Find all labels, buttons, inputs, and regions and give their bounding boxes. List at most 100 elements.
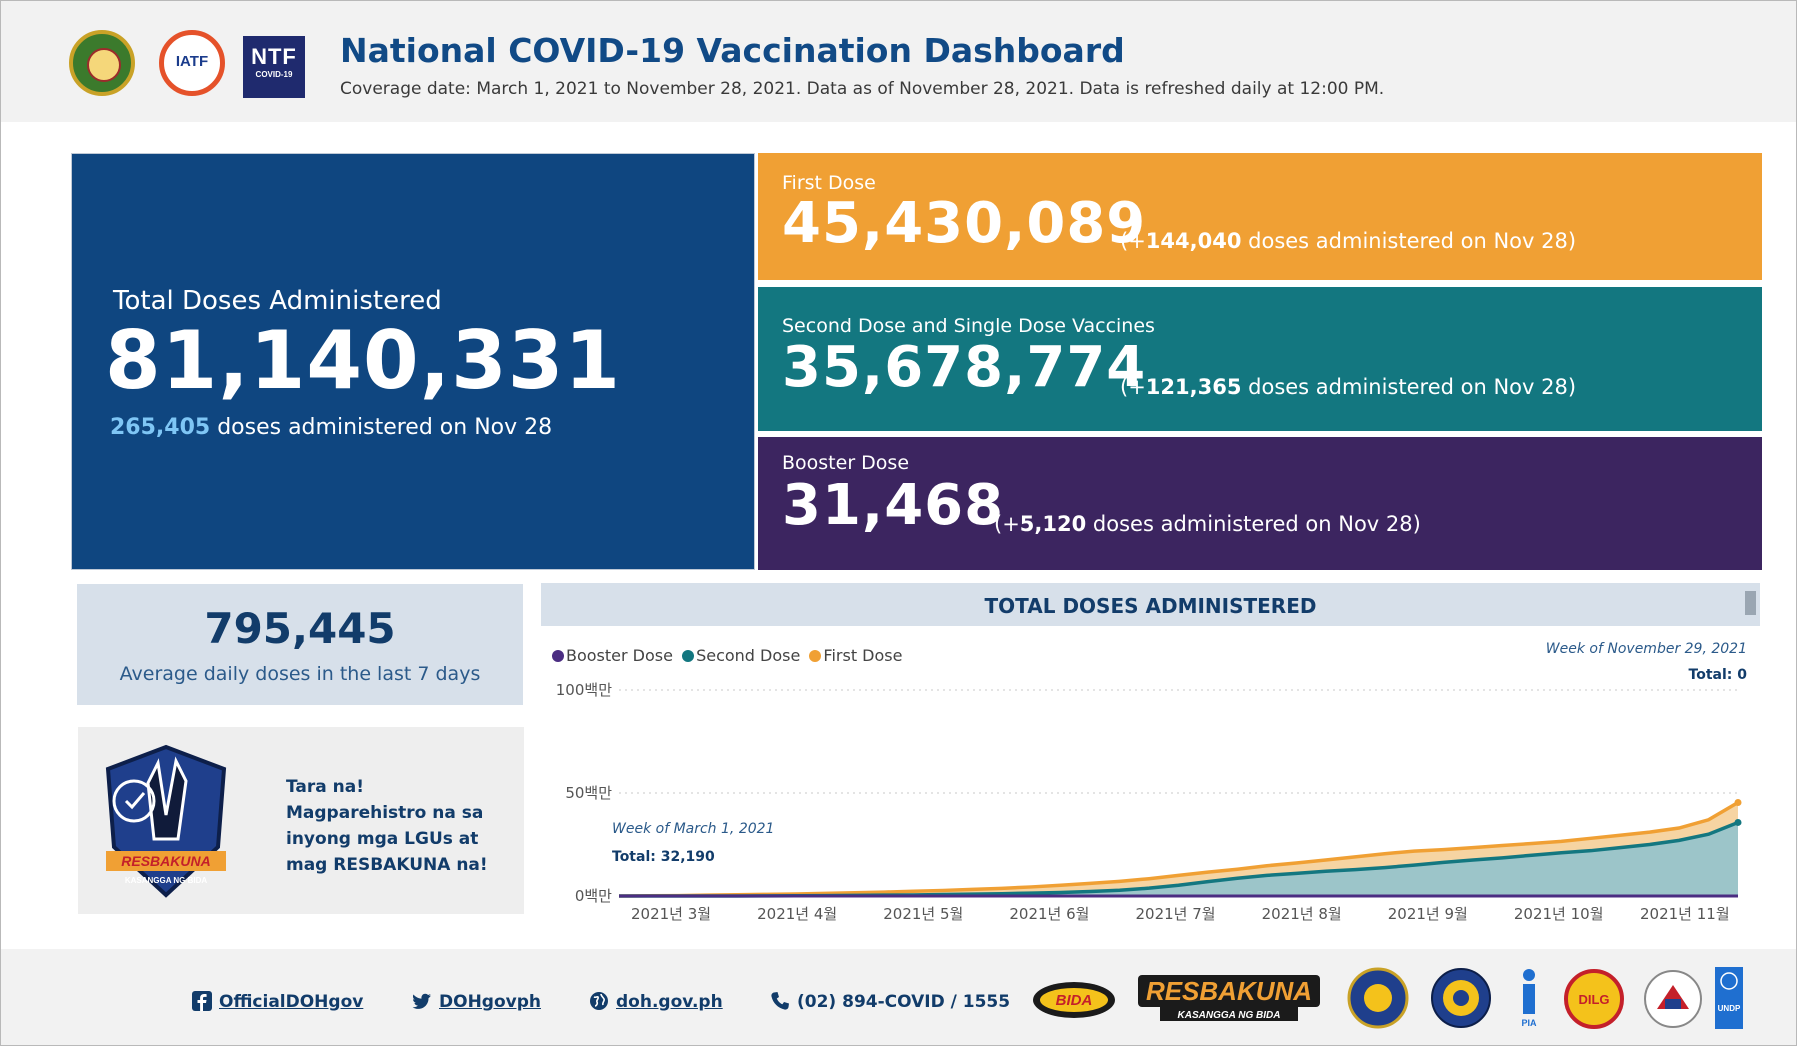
ntf-logo-text: NTF (251, 44, 297, 69)
header: IATF NTF COVID-19 National COVID-19 Vacc… (1, 1, 1796, 122)
booster-dose-daily: (+5,120 doses administered on Nov 28) (994, 512, 1421, 536)
second-dose-daily-number: 121,365 (1145, 375, 1242, 399)
chart-title: TOTAL DOSES ADMINISTERED (984, 594, 1317, 618)
x-tick-label: 2021년 5월 (883, 905, 963, 923)
second-dose-open: (+ (1120, 375, 1146, 399)
tooltip-week-first: Week of March 1, 2021 (612, 821, 775, 837)
tooltip-total-latest: Total: 0 (1688, 667, 1747, 683)
x-tick-label: 2021년 6월 (1009, 905, 1089, 923)
globe-icon (590, 992, 608, 1010)
second-dose-daily: (+121,365 doses administered on Nov 28) (1120, 375, 1576, 399)
ntf-covid-logo: NTF COVID-19 (243, 36, 305, 98)
first-dose-value: 45,430,089 (782, 191, 1147, 256)
tooltip-total-first: Total: 32,190 (612, 849, 715, 865)
resbakuna-logo: RESBAKUNA KASANGGA NG BIDA (1138, 975, 1320, 1021)
government-seal-logo (1431, 968, 1491, 1028)
presidential-seal-logo (1347, 967, 1409, 1029)
average-daily-card: 795,445 Average daily doses in the last … (77, 584, 523, 705)
booster-dose-daily-suffix: doses administered on Nov 28) (1092, 512, 1421, 536)
bida-logo-text: BIDA (1056, 992, 1093, 1009)
twitter-handle: DOHgovph (439, 992, 541, 1012)
resbakuna-promo: RESBAKUNA KASANGGA NG BIDA Tara na! Magp… (78, 727, 524, 914)
bida-solusyon-logo: BIDA (1033, 982, 1115, 1018)
page-title: National COVID-19 Vaccination Dashboard (340, 31, 1125, 70)
first-dose-card: First Dose 45,430,089 (+144,040 doses ad… (758, 153, 1762, 280)
second-dose-value: 35,678,774 (782, 335, 1147, 400)
second-dose-daily-suffix: doses administered on Nov 28) (1248, 375, 1577, 399)
resbakuna-badge-logo: RESBAKUNA KASANGGA NG BIDA (105, 744, 227, 898)
facebook-handle: OfficialDOHgov (219, 992, 364, 1012)
y-tick-label: 0백만 (575, 887, 612, 905)
point-second-dose-latest (1734, 818, 1742, 826)
badge-sub-text: KASANGGA NG BIDA (125, 876, 208, 885)
iatf-logo-text: IATF (175, 53, 209, 70)
pia-logo: PIA (1521, 969, 1537, 1028)
footer: OfficialDOHgov DOHgovph doh.gov.ph (02) … (1, 949, 1796, 1045)
x-tick-label: 2021년 8월 (1262, 905, 1342, 923)
average-daily-label: Average daily doses in the last 7 days (119, 663, 481, 685)
website-link[interactable]: doh.gov.ph (589, 991, 723, 1012)
phone-contact[interactable]: (02) 894-COVID / 1555 (770, 991, 1010, 1012)
total-doses-label: Total Doses Administered (113, 286, 442, 316)
x-tick-label: 2021년 10월 (1514, 905, 1604, 923)
ntf-logo-subtext: COVID-19 (255, 70, 293, 79)
dilg-logo-text: DILG (1578, 992, 1609, 1007)
x-tick-label: 2021년 3월 (631, 905, 711, 923)
area-second-dose (619, 822, 1738, 896)
total-daily-suffix: doses administered on Nov 28 (217, 415, 553, 440)
twitter-link[interactable]: DOHgovph (412, 991, 541, 1012)
y-tick-label: 50백만 (565, 784, 612, 802)
legend-item-first[interactable]: First Dose (809, 646, 902, 665)
first-dose-daily-suffix: doses administered on Nov 28) (1248, 229, 1577, 253)
total-doses-daily: 265,405 doses administered on Nov 28 (110, 415, 552, 440)
total-doses-value: 81,140,331 (105, 314, 622, 407)
tooltip-week-latest: Week of November 29, 2021 (1545, 641, 1747, 657)
x-tick-label: 2021년 7월 (1136, 905, 1216, 923)
average-daily-value: 795,445 (204, 604, 396, 653)
total-daily-number: 265,405 (110, 415, 211, 440)
x-tick-label: 2021년 9월 (1388, 905, 1468, 923)
booster-dose-value: 31,468 (782, 473, 1005, 538)
first-dose-daily-number: 144,040 (1145, 229, 1242, 253)
facebook-icon (192, 991, 212, 1011)
booster-dose-daily-number: 5,120 (1019, 512, 1087, 536)
resbakuna-logo-subtext: KASANGGA NG BIDA (1178, 1010, 1281, 1021)
x-tick-label: 2021년 11월 (1640, 905, 1730, 923)
pia-logo-text: PIA (1521, 1018, 1537, 1028)
first-dose-label: First Dose (782, 172, 876, 194)
facebook-link[interactable]: OfficialDOHgov (192, 991, 363, 1012)
second-dose-label: Second Dose and Single Dose Vaccines (782, 315, 1155, 337)
legend-dot-second (682, 650, 695, 662)
y-tick-label: 100백만 (556, 681, 612, 699)
first-dose-open: (+ (1120, 229, 1146, 253)
legend-label-booster: Booster Dose (566, 646, 673, 665)
legend-item-booster[interactable]: Booster Dose (552, 646, 673, 665)
phone-icon (771, 992, 789, 1010)
booster-dose-card: Booster Dose 31,468 (+5,120 doses admini… (758, 437, 1762, 570)
legend-dot-first (809, 650, 822, 662)
iatf-logo: IATF (159, 30, 225, 96)
website-url: doh.gov.ph (616, 992, 723, 1012)
legend-label-first: First Dose (823, 646, 903, 665)
x-tick-label: 2021년 4월 (757, 905, 837, 923)
doh-seal-logo (69, 30, 135, 96)
total-doses-card: Total Doses Administered 81,140,331 265,… (71, 153, 755, 570)
coverage-subtitle: Coverage date: March 1, 2021 to November… (340, 79, 1385, 99)
badge-title-text: RESBAKUNA (121, 853, 210, 869)
undp-logo: UNDP (1715, 967, 1743, 1029)
twitter-icon (412, 993, 431, 1009)
booster-dose-label: Booster Dose (782, 452, 910, 474)
first-dose-daily: (+144,040 doses administered on Nov 28) (1120, 229, 1576, 253)
legend-label-second: Second Dose (696, 646, 801, 665)
chart-legend: Booster Dose Second Dose First Dose (552, 646, 906, 665)
legend-item-second[interactable]: Second Dose (682, 646, 800, 665)
chart-header: TOTAL DOSES ADMINISTERED (541, 583, 1760, 626)
legend-dot-booster (552, 650, 564, 662)
doses-area-chart[interactable]: 0백만 50백만 100백만 2021년 3월 2021년 4월 2021년 5월 2021… (541, 670, 1760, 930)
phone-number: (02) 894-COVID / 1555 (797, 992, 1011, 1012)
chart-scrollbar[interactable] (1745, 591, 1756, 615)
line-first-dose (618, 800, 1739, 898)
booster-dose-open: (+ (994, 512, 1020, 536)
undp-logo-text: UNDP (1718, 1004, 1741, 1013)
promo-message: Tara na! Magparehistro na sa inyong mga … (286, 777, 488, 875)
